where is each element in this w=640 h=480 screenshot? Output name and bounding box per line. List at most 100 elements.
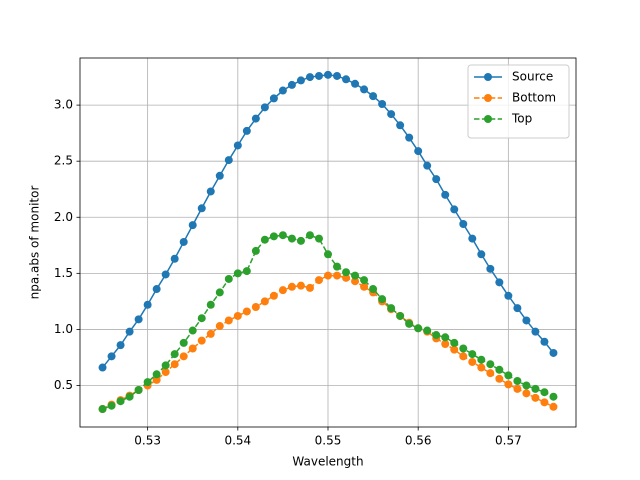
data-point: [251, 302, 260, 311]
data-point: [324, 250, 332, 259]
data-point: [522, 316, 531, 325]
data-point: [278, 86, 287, 95]
data-point: [242, 267, 251, 276]
data-point: [197, 336, 206, 345]
x-tick-label: 0.53: [134, 434, 161, 448]
data-point: [450, 345, 459, 354]
data-point: [549, 392, 558, 401]
data-point: [206, 187, 215, 196]
data-point: [269, 94, 278, 103]
data-point: [278, 286, 287, 295]
data-point: [441, 190, 450, 199]
data-point: [215, 171, 224, 180]
data-point: [432, 331, 441, 340]
data-point: [269, 291, 278, 300]
data-point: [459, 219, 468, 228]
data-point: [287, 80, 296, 89]
data-point: [486, 360, 495, 369]
data-point: [531, 393, 540, 402]
data-point: [468, 350, 477, 359]
legend-marker: [484, 94, 492, 102]
data-point: [378, 295, 387, 304]
data-point: [197, 314, 206, 323]
data-point: [305, 231, 314, 240]
data-point: [351, 79, 360, 88]
y-tick-label: 1.5: [54, 266, 73, 280]
data-point: [188, 326, 197, 335]
data-point: [432, 175, 441, 184]
data-point: [477, 355, 486, 364]
data-point: [468, 234, 477, 243]
data-point: [188, 221, 197, 230]
data-point: [125, 327, 134, 336]
data-point: [251, 246, 260, 255]
data-point: [98, 363, 107, 372]
data-point: [224, 156, 233, 165]
data-point: [540, 388, 549, 397]
data-point: [495, 374, 504, 383]
data-point: [450, 205, 459, 214]
x-tick-label: 0.55: [315, 434, 342, 448]
data-point: [233, 269, 242, 278]
data-point: [161, 361, 170, 370]
data-point: [179, 352, 188, 361]
data-point: [459, 352, 468, 361]
data-point: [305, 283, 314, 292]
data-point: [287, 234, 296, 243]
data-point: [287, 282, 296, 291]
data-point: [233, 311, 242, 320]
legend-marker: [484, 115, 492, 123]
data-point: [296, 236, 305, 245]
y-tick-label: 0.5: [54, 378, 73, 392]
data-point: [98, 405, 107, 414]
data-point: [504, 380, 513, 389]
data-point: [477, 250, 486, 259]
data-point: [152, 285, 161, 294]
data-point: [296, 76, 305, 85]
data-point: [260, 297, 269, 306]
data-point: [342, 273, 351, 282]
data-point: [495, 278, 504, 287]
data-point: [170, 350, 179, 359]
data-point: [116, 341, 125, 350]
data-point: [224, 316, 233, 325]
y-tick-label: 2.0: [54, 210, 73, 224]
data-point: [405, 319, 414, 328]
x-tick-label: 0.56: [405, 434, 432, 448]
data-point: [405, 133, 414, 142]
data-point: [324, 271, 332, 280]
data-point: [360, 276, 369, 285]
legend-label: Source: [512, 70, 553, 84]
data-point: [324, 70, 332, 79]
data-point: [369, 92, 378, 101]
data-point: [549, 402, 558, 411]
data-point: [486, 264, 495, 273]
data-point: [342, 75, 351, 84]
data-point: [378, 99, 387, 108]
y-tick-label: 2.5: [54, 154, 73, 168]
data-point: [540, 337, 549, 346]
data-point: [360, 282, 369, 291]
data-point: [513, 304, 522, 313]
data-point: [134, 315, 143, 324]
data-point: [477, 363, 486, 372]
data-point: [450, 338, 459, 347]
plot-frame: [79, 57, 577, 428]
data-point: [369, 285, 378, 294]
data-point: [333, 271, 342, 280]
data-point: [305, 73, 314, 82]
data-point: [396, 311, 405, 320]
data-point: [107, 352, 116, 361]
data-point: [278, 231, 287, 240]
data-point: [161, 270, 170, 279]
data-point: [125, 392, 134, 401]
data-point: [116, 397, 125, 406]
legend-marker: [484, 73, 492, 81]
data-point: [387, 110, 396, 119]
data-point: [342, 268, 351, 277]
y-tick-label: 3.0: [54, 98, 73, 112]
data-point: [513, 377, 522, 386]
data-point: [531, 327, 540, 336]
data-point: [269, 232, 278, 241]
